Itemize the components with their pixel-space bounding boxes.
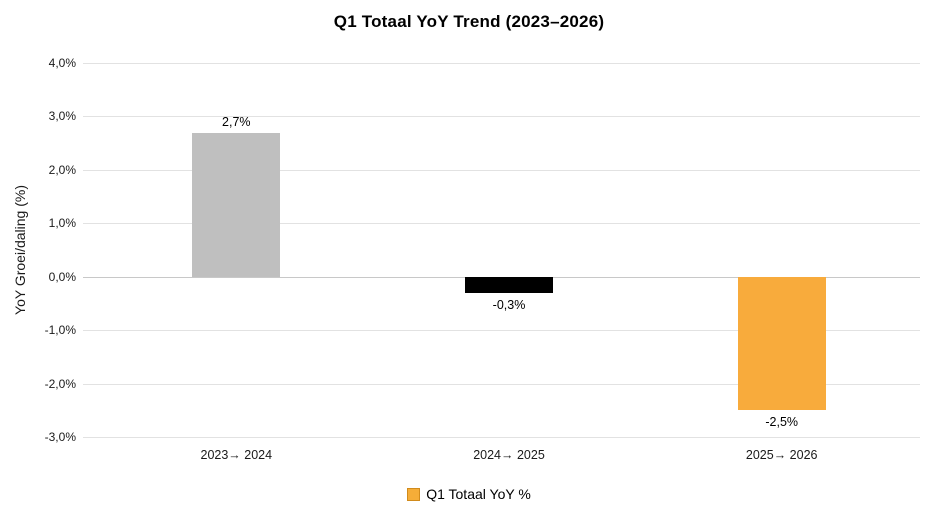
- legend: Q1 Totaal YoY %: [0, 484, 938, 504]
- y-tick-label: 3,0%: [48, 109, 76, 124]
- x-tick-label: 2024→ 2025: [473, 448, 545, 462]
- gridline: [83, 330, 920, 332]
- gridline: [83, 169, 920, 171]
- gridline: [83, 383, 920, 385]
- y-tick-label: 1,0%: [48, 216, 76, 231]
- y-tick-label: -3,0%: [44, 430, 76, 444]
- bar: [192, 132, 281, 277]
- x-tick-label: 2023→ 2024: [200, 448, 273, 462]
- legend-label: Q1 Totaal YoY %: [426, 486, 531, 502]
- y-tick-label: -2,0%: [44, 376, 76, 391]
- y-tick-label: 2,0%: [48, 162, 76, 177]
- bar-value-label: 2,7%: [222, 114, 251, 129]
- gridline: [83, 63, 920, 64]
- y-tick-label: 0,0%: [48, 269, 76, 284]
- bar: [737, 276, 826, 411]
- x-tick-label: 2025→ 2026: [745, 448, 818, 462]
- bar-value-label: -0,3%: [492, 297, 526, 312]
- gridline: [83, 437, 920, 438]
- y-tick-label: -1,0%: [44, 323, 76, 338]
- legend-marker-square: [407, 487, 421, 501]
- bar: [465, 276, 553, 293]
- gridline: [83, 116, 920, 118]
- gridline: [83, 223, 920, 225]
- chart-title: Q1 Totaal YoY Trend (2023–2026): [333, 12, 605, 31]
- bar-value-label: -2,5%: [765, 415, 799, 430]
- y-tick-label: 4,0%: [48, 56, 76, 70]
